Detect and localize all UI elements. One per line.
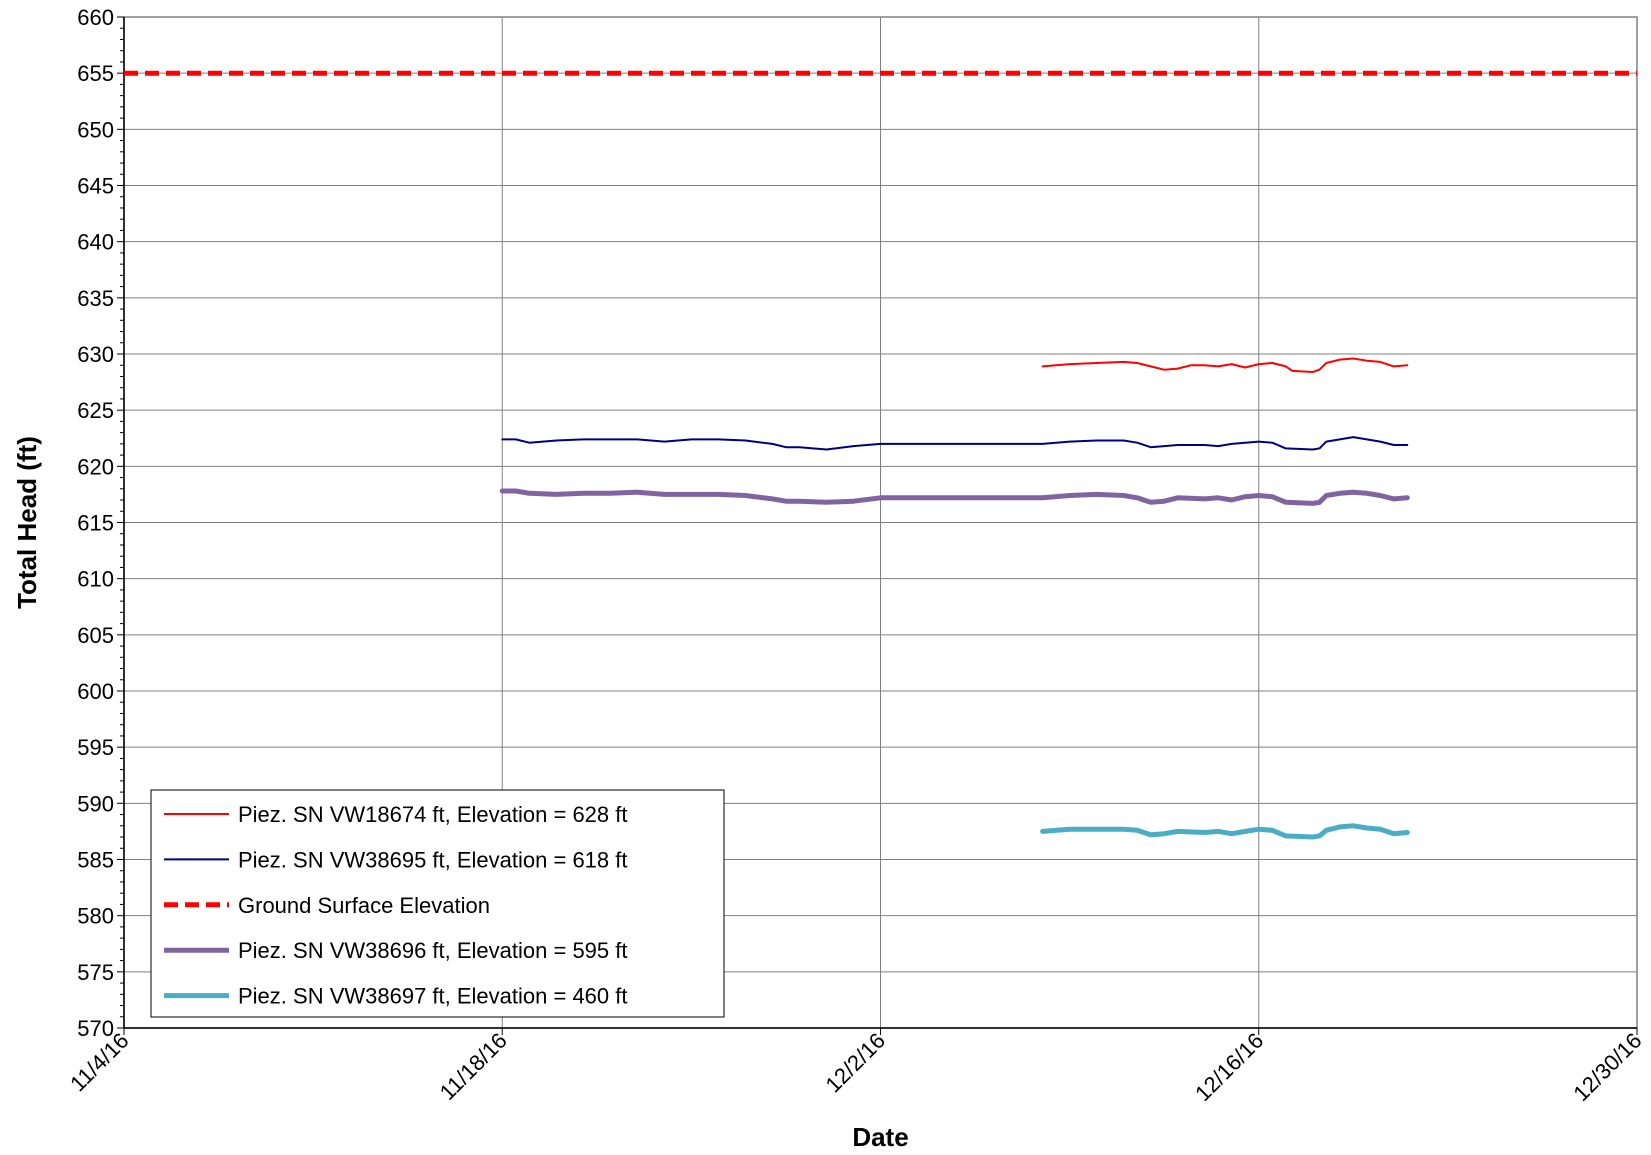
y-tick-label: 625 bbox=[77, 398, 114, 423]
legend-label-3: Ground Surface Elevation bbox=[238, 893, 490, 918]
y-tick-label: 595 bbox=[77, 735, 114, 760]
series-line-2 bbox=[501, 436, 1409, 451]
y-tick-label: 605 bbox=[77, 623, 114, 648]
series-line-4 bbox=[499, 488, 1410, 506]
y-tick-label: 620 bbox=[77, 454, 114, 479]
legend-label-1: Piez. SN VW18674 ft, Elevation = 628 ft bbox=[238, 802, 628, 827]
y-tick-label: 660 bbox=[77, 5, 114, 30]
y-tick-label: 650 bbox=[77, 117, 114, 142]
y-tick-label: 630 bbox=[77, 342, 114, 367]
y-tick-label: 615 bbox=[77, 511, 114, 536]
legend-label-5: Piez. SN VW38697 ft, Elevation = 460 ft bbox=[238, 984, 628, 1009]
y-tick-label: 570 bbox=[77, 1016, 114, 1041]
y-tick-label: 585 bbox=[77, 848, 114, 873]
series-lines bbox=[124, 70, 1637, 840]
y-tick-label: 640 bbox=[77, 230, 114, 255]
y-tick-label: 590 bbox=[77, 791, 114, 816]
y-tick-label: 655 bbox=[77, 61, 114, 86]
series-line-5 bbox=[1040, 823, 1410, 840]
y-tick-label: 580 bbox=[77, 904, 114, 929]
legend-box bbox=[150, 789, 725, 1018]
legend: Piez. SN VW18674 ft, Elevation = 628 ft P… bbox=[150, 789, 725, 1018]
y-axis-title: Total Head (ft) bbox=[12, 436, 42, 609]
y-tick-label: 645 bbox=[77, 174, 114, 199]
y-tick-label: 600 bbox=[77, 679, 114, 704]
series-line-1 bbox=[1041, 357, 1409, 373]
legend-label-4: Piez. SN VW38696 ft, Elevation = 595 ft bbox=[238, 938, 628, 963]
y-tick-label: 575 bbox=[77, 960, 114, 985]
y-tick-label: 610 bbox=[77, 567, 114, 592]
y-tick-label: 635 bbox=[77, 286, 114, 311]
legend-label-2: Piez. SN VW38695 ft, Elevation = 618 ft bbox=[238, 847, 628, 872]
x-axis-title: Date bbox=[852, 1122, 908, 1152]
